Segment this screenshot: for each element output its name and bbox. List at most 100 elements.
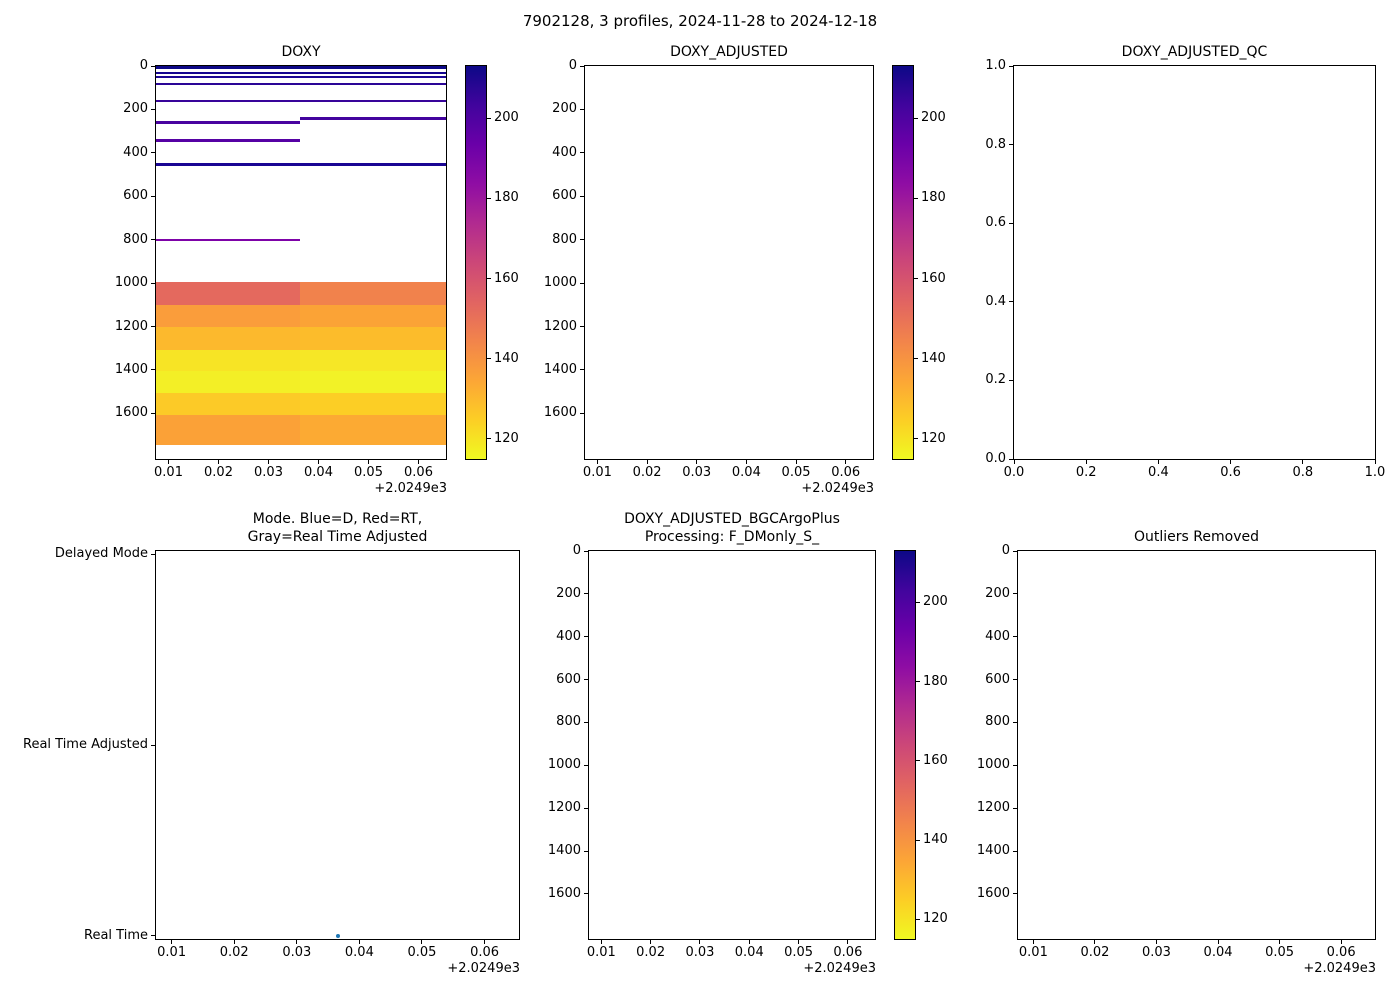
x-tick-label: 0.04 xyxy=(344,945,374,960)
x-tick-label: 0.04 xyxy=(304,465,333,480)
y-tick xyxy=(584,636,588,638)
axes-doxy xyxy=(155,65,447,460)
colorbar xyxy=(465,65,487,460)
y-tick xyxy=(1009,301,1013,303)
x-tick xyxy=(745,460,747,464)
colorbar-tick xyxy=(487,117,491,119)
heatmap-band xyxy=(300,304,446,327)
y-tick xyxy=(580,326,584,328)
colorbar-tick-label: 200 xyxy=(494,110,519,126)
y-tick-label: 0.2 xyxy=(985,372,1006,388)
y-tick-label: 600 xyxy=(552,188,577,204)
axes-outliers xyxy=(1017,550,1376,940)
y-tick-label: 200 xyxy=(123,101,148,117)
x-tick-label: 0.06 xyxy=(833,945,863,960)
y-tick-label: 1600 xyxy=(114,405,148,421)
y-tick xyxy=(1009,222,1013,224)
subplot-title-line: DOXY xyxy=(281,44,321,60)
x-offset-label: +2.0249e3 xyxy=(803,961,876,976)
y-tick xyxy=(1009,144,1013,146)
y-tick-label: 1600 xyxy=(543,405,577,421)
y-tick-label: 800 xyxy=(123,231,148,247)
x-offset-label: +2.0249e3 xyxy=(374,481,447,496)
heatmap-band xyxy=(156,138,300,142)
x-tick-label: 0.05 xyxy=(784,945,814,960)
x-tick xyxy=(168,460,169,464)
y-tick xyxy=(584,893,588,895)
colorbar-tick xyxy=(914,438,918,440)
data-point xyxy=(335,933,340,938)
x-offset-label: +2.0249e3 xyxy=(801,481,874,496)
x-tick-label: 0.05 xyxy=(354,465,383,480)
x-tick xyxy=(418,460,419,464)
x-tick xyxy=(1374,460,1376,464)
y-tick xyxy=(580,412,584,414)
heatmap-band xyxy=(156,281,300,305)
x-tick-label: 0.06 xyxy=(831,465,861,480)
subplot-title-outliers: Outliers Removed xyxy=(977,528,1400,546)
y-tick-label: 1400 xyxy=(976,843,1010,859)
heatmap-band xyxy=(156,238,300,242)
y-category-label: Real Time xyxy=(84,927,148,943)
x-tick xyxy=(696,460,698,464)
y-tick-label: 1200 xyxy=(543,318,577,334)
colorbar-tick-label: 160 xyxy=(923,752,948,768)
x-tick xyxy=(218,460,219,464)
y-tick-label: 200 xyxy=(556,585,581,601)
subplot-title-doxy_adjusted: DOXY_ADJUSTED xyxy=(544,43,914,61)
y-tick xyxy=(584,593,588,595)
colorbar-tick xyxy=(487,197,491,199)
axes-bgc xyxy=(588,550,876,940)
colorbar-tick-label: 120 xyxy=(494,430,519,446)
x-tick xyxy=(798,940,800,944)
y-tick-label: 1200 xyxy=(976,800,1010,816)
y-tick xyxy=(580,195,584,197)
y-tick xyxy=(151,553,155,555)
heatmap-band xyxy=(156,66,446,70)
x-tick-label: 0.06 xyxy=(1326,945,1356,960)
y-tick-label: 800 xyxy=(556,714,581,730)
x-tick-label: 0.05 xyxy=(781,465,811,480)
x-tick-label: 0.05 xyxy=(407,945,437,960)
subplot-title-line: DOXY_ADJUSTED_BGCArgoPlus xyxy=(624,511,840,527)
heatmap-band xyxy=(156,71,446,74)
y-tick xyxy=(584,764,588,766)
heatmap-band xyxy=(156,99,446,103)
y-tick xyxy=(584,721,588,723)
y-tick-label: 1600 xyxy=(976,885,1010,901)
x-tick xyxy=(421,940,423,944)
y-tick xyxy=(584,679,588,681)
colorbar-tick-label: 140 xyxy=(494,350,519,366)
x-tick-label: 0.0 xyxy=(1003,465,1025,480)
heatmap-band xyxy=(156,75,446,78)
x-tick-label: 0.01 xyxy=(157,945,187,960)
x-tick-label: 0.01 xyxy=(1018,945,1048,960)
heatmap-band xyxy=(156,326,300,350)
x-tick xyxy=(1013,460,1015,464)
colorbar-tick xyxy=(914,278,918,280)
subplot-title-line: Mode. Blue=D, Red=RT, xyxy=(252,511,423,527)
colorbar-tick xyxy=(916,839,920,841)
x-tick-label: 0.01 xyxy=(582,465,612,480)
y-tick xyxy=(151,195,155,197)
y-tick-label: 1400 xyxy=(543,361,577,377)
colorbar-tick xyxy=(487,438,491,440)
x-tick-label: 0.03 xyxy=(254,465,283,480)
x-tick-label: 0.02 xyxy=(632,465,662,480)
x-tick-label: 0.02 xyxy=(636,945,666,960)
x-tick-label: 0.01 xyxy=(154,465,183,480)
y-tick-label: 600 xyxy=(123,188,148,204)
y-category-label: Real Time Adjusted xyxy=(23,737,148,752)
x-tick xyxy=(484,940,486,944)
x-tick xyxy=(1230,460,1232,464)
y-tick-label: 0 xyxy=(568,58,577,73)
axes-doxy_adjusted_qc xyxy=(1013,65,1376,460)
colorbar-tick xyxy=(914,358,918,360)
x-tick-label: 0.04 xyxy=(1203,945,1233,960)
y-tick xyxy=(1013,679,1017,681)
heatmap-band xyxy=(300,117,446,120)
y-tick-label: 0.4 xyxy=(985,293,1006,309)
x-tick-label: 0.06 xyxy=(404,465,433,480)
y-tick-label: 1400 xyxy=(547,843,581,859)
